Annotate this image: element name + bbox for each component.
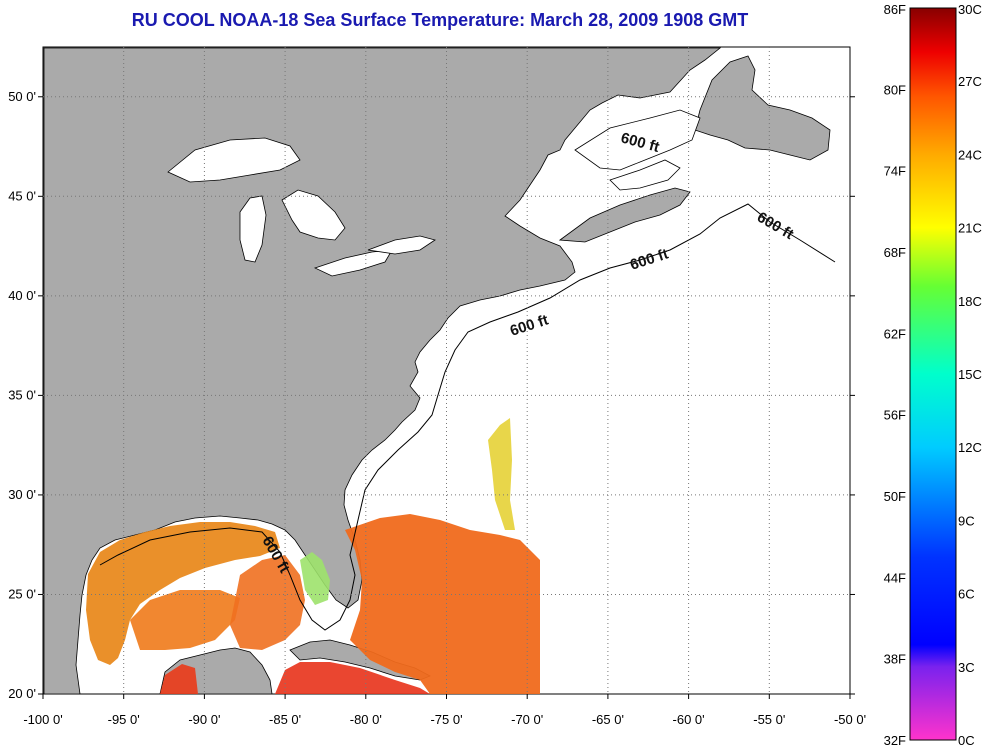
x-tick-label: -60 0'	[673, 712, 705, 727]
x-tick-label: -65 0'	[592, 712, 624, 727]
sst-florida-west	[300, 552, 330, 605]
y-tick-label: 25 0'	[8, 586, 36, 601]
x-tick-label: -95 0'	[108, 712, 140, 727]
graticule	[43, 47, 850, 694]
x-tick-label: -80 0'	[350, 712, 382, 727]
y-tick-label: 20 0'	[8, 686, 36, 701]
x-tick-label: -70 0'	[511, 712, 543, 727]
sst-gulf-east	[230, 555, 305, 650]
y-axis: 20 0' 25 0' 30 0' 35 0' 40 0' 45 0' 50 0'	[8, 89, 855, 701]
land-nova-scotia	[558, 187, 691, 243]
x-axis: -100 0' -95 0' -90 0' -85 0' -80 0' -75 0' -70…	[23, 694, 866, 727]
sst-gulf-central	[130, 590, 240, 650]
gulf-st-lawrence	[574, 109, 701, 191]
y-tick-label: 45 0'	[8, 188, 36, 203]
y-tick-label: 40 0'	[8, 288, 36, 303]
sst-gulf-west	[86, 522, 280, 665]
sst-overlay	[86, 418, 540, 694]
x-tick-label: -85 0'	[269, 712, 301, 727]
x-tick-label: -100 0'	[23, 712, 62, 727]
y-tick-label: 50 0'	[8, 89, 36, 104]
sst-atlantic-south	[345, 514, 540, 694]
shelf-contour-600ft	[99, 203, 836, 631]
map-title: RU COOL NOAA-18 Sea Surface Temperature:…	[131, 10, 749, 30]
land-newfoundland	[694, 55, 831, 161]
x-tick-label: -75 0'	[430, 712, 462, 727]
x-tick-label: -90 0'	[188, 712, 220, 727]
sst-yucatan-west	[160, 664, 198, 694]
great-lakes	[167, 137, 436, 277]
sst-caribbean	[275, 662, 430, 694]
land-north-america	[43, 47, 722, 695]
x-tick-label: -50 0'	[834, 712, 866, 727]
sst-atlantic-east	[488, 418, 515, 530]
y-tick-label: 30 0'	[8, 487, 36, 502]
x-tick-label: -55 0'	[753, 712, 785, 727]
y-tick-label: 35 0'	[8, 387, 36, 402]
